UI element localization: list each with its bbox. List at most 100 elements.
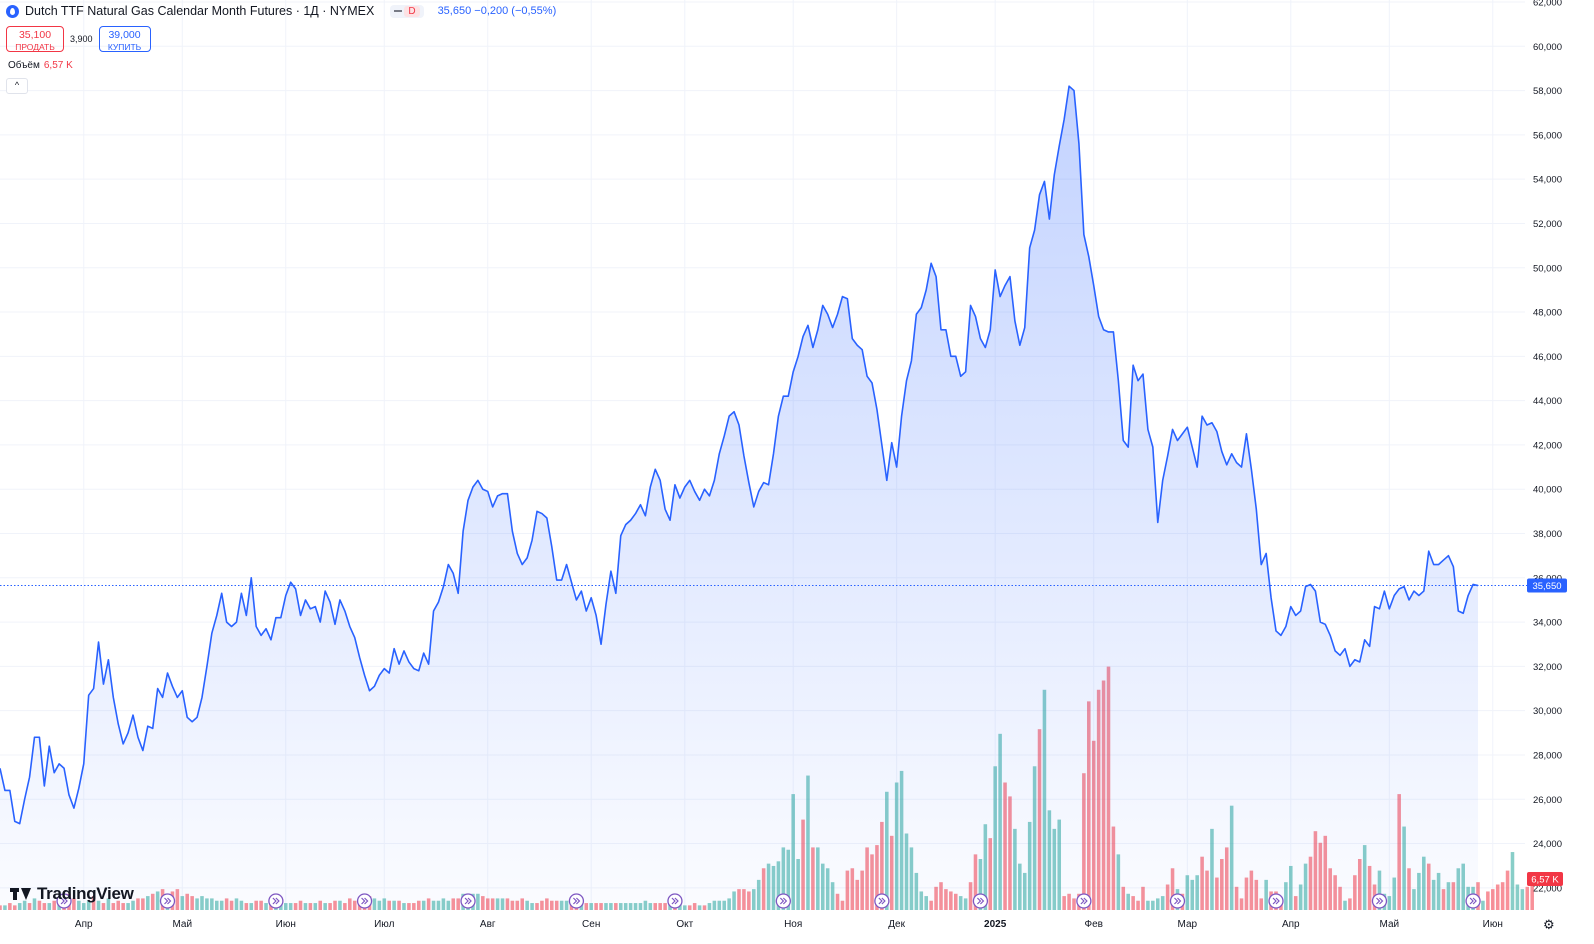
event-marker-icon[interactable]	[356, 893, 373, 909]
double-chevron-icon	[671, 897, 679, 905]
event-marker-icon[interactable]	[972, 893, 989, 909]
y-tick-label: 30,000	[1533, 706, 1562, 717]
x-tick-label: Апр	[1282, 919, 1300, 930]
y-tick-label: 48,000	[1533, 308, 1562, 319]
volume-tag	[1527, 872, 1563, 886]
x-tick-label: Дек	[888, 919, 905, 930]
tradingview-logo[interactable]: TradingView	[10, 884, 134, 904]
interval-badge: D	[404, 5, 420, 17]
double-chevron-icon	[572, 897, 581, 905]
market-status[interactable]: D	[390, 4, 424, 18]
sell-button[interactable]: 35,100 ПРОДАТЬ	[6, 26, 64, 52]
last-price-tag	[1527, 578, 1567, 593]
x-tick-label: Фев	[1084, 919, 1102, 930]
double-chevron-icon	[164, 897, 172, 905]
double-chevron-icon	[60, 897, 68, 905]
chart-header: Dutch TTF Natural Gas Calendar Month Fut…	[6, 4, 556, 18]
symbol-title[interactable]: Dutch TTF Natural Gas Calendar Month Fut…	[25, 4, 375, 18]
buy-button[interactable]: 39,000 КУПИТЬ	[98, 26, 151, 52]
double-chevron-icon	[1080, 897, 1088, 905]
double-chevron-icon	[272, 897, 280, 905]
volume-bar	[1520, 889, 1525, 910]
sell-price: 35,100	[18, 29, 52, 41]
volume-bar	[1505, 870, 1510, 910]
volume-bar	[1510, 852, 1515, 910]
y-tick-label: 34,000	[1533, 618, 1562, 629]
volume-legend[interactable]: Объём 6,57 K	[8, 60, 73, 71]
y-tick-label: 54,000	[1533, 175, 1562, 186]
volume-bar	[1481, 900, 1485, 910]
sell-label: ПРОДАТЬ	[15, 42, 55, 52]
price-change: −0,200 (−0,55%)	[474, 5, 557, 17]
event-marker-icon[interactable]	[568, 893, 585, 909]
event-marker-icon[interactable]	[1268, 893, 1284, 909]
y-tick-label: 22,000	[1533, 883, 1562, 894]
event-marker-icon[interactable]	[1371, 893, 1388, 909]
trade-panel: 35,100 ПРОДАТЬ 3,900 39,000 КУПИТЬ	[6, 26, 151, 52]
double-chevron-icon	[779, 897, 788, 905]
last-price-value: 35,650	[437, 5, 472, 17]
chevron-up-icon: ^	[14, 80, 20, 90]
volume-label: Объём	[8, 60, 40, 71]
x-tick-label: Июн	[276, 919, 296, 930]
buy-label: КУПИТЬ	[107, 42, 142, 52]
event-marker-icon[interactable]	[775, 893, 791, 909]
buy-price: 39,000	[108, 29, 141, 41]
event-marker-icon[interactable]	[268, 893, 284, 909]
y-tick-label: 50,000	[1533, 263, 1562, 274]
x-tick-label: Май	[172, 919, 192, 930]
event-marker-icon[interactable]	[56, 893, 72, 909]
volume-bar	[1486, 891, 1490, 910]
double-chevron-icon	[1376, 897, 1384, 905]
volume-bar	[1491, 889, 1495, 910]
event-marker-icon[interactable]	[1169, 893, 1186, 909]
y-tick-label: 44,000	[1533, 396, 1562, 407]
spread-value: 3,900	[70, 34, 93, 44]
volume-tag-text: 6,57 K	[1531, 875, 1559, 886]
event-marker-icon[interactable]	[1076, 893, 1092, 909]
y-tick-label: 40,000	[1533, 485, 1562, 496]
x-tick-label: Ноя	[784, 919, 802, 930]
last-price-readout: 35,650 −0,200 (−0,55%)	[438, 5, 557, 17]
tradingview-logo-icon	[10, 887, 32, 901]
y-tick-label: 42,000	[1533, 440, 1562, 451]
event-markers[interactable]	[56, 893, 1481, 909]
collapse-legend-button[interactable]: ^	[6, 78, 28, 94]
x-tick-label: Апр	[75, 919, 93, 930]
volume-bar	[1525, 886, 1530, 910]
x-tick-label: Сен	[582, 919, 600, 930]
x-tick-label: 2025	[984, 919, 1007, 930]
y-axis[interactable]: 22,000 24,000 26,000 28,000 30,000 32,000 34,0…	[1533, 0, 1562, 894]
y-tick-label: 52,000	[1533, 219, 1562, 230]
x-tick-label: Июн	[1483, 919, 1503, 930]
y-tick-label: 38,000	[1533, 529, 1562, 540]
x-tick-label: Мар	[1178, 919, 1198, 930]
volume-bar	[1495, 884, 1500, 910]
price-line	[0, 85, 1479, 825]
x-axis[interactable]: Апр Май Июн Июл Авг Сен Окт Ноя Дек 2025 Фев Мар Апр…	[75, 919, 1503, 930]
last-price-tag-text: 35,650	[1532, 581, 1561, 592]
gas-flame-icon	[6, 4, 19, 18]
y-tick-label: 26,000	[1533, 795, 1562, 806]
double-chevron-icon	[878, 897, 886, 905]
price-area-fill	[0, 86, 1478, 910]
axis-price-labels: 35,650 6,57 K	[1527, 578, 1567, 886]
x-tick-label: Май	[1380, 919, 1400, 930]
x-tick-label: Окт	[676, 919, 693, 930]
y-tick-label: 56,000	[1533, 130, 1562, 141]
gear-icon[interactable]: ⚙	[1543, 917, 1555, 932]
double-chevron-icon	[1174, 897, 1182, 905]
y-tick-label: 58,000	[1533, 86, 1562, 97]
event-marker-icon[interactable]	[1465, 893, 1481, 909]
y-tick-label: 28,000	[1533, 750, 1562, 761]
event-marker-icon[interactable]	[159, 893, 176, 909]
event-marker-icon[interactable]	[667, 893, 683, 909]
event-marker-icon[interactable]	[460, 893, 476, 909]
logo-text: TradingView	[37, 884, 134, 903]
y-tick-label: 60,000	[1533, 42, 1562, 53]
volume-value: 6,57 K	[43, 60, 73, 71]
volume-bar	[1500, 882, 1505, 910]
volume-bar	[1530, 882, 1534, 910]
event-marker-icon[interactable]	[874, 893, 890, 909]
